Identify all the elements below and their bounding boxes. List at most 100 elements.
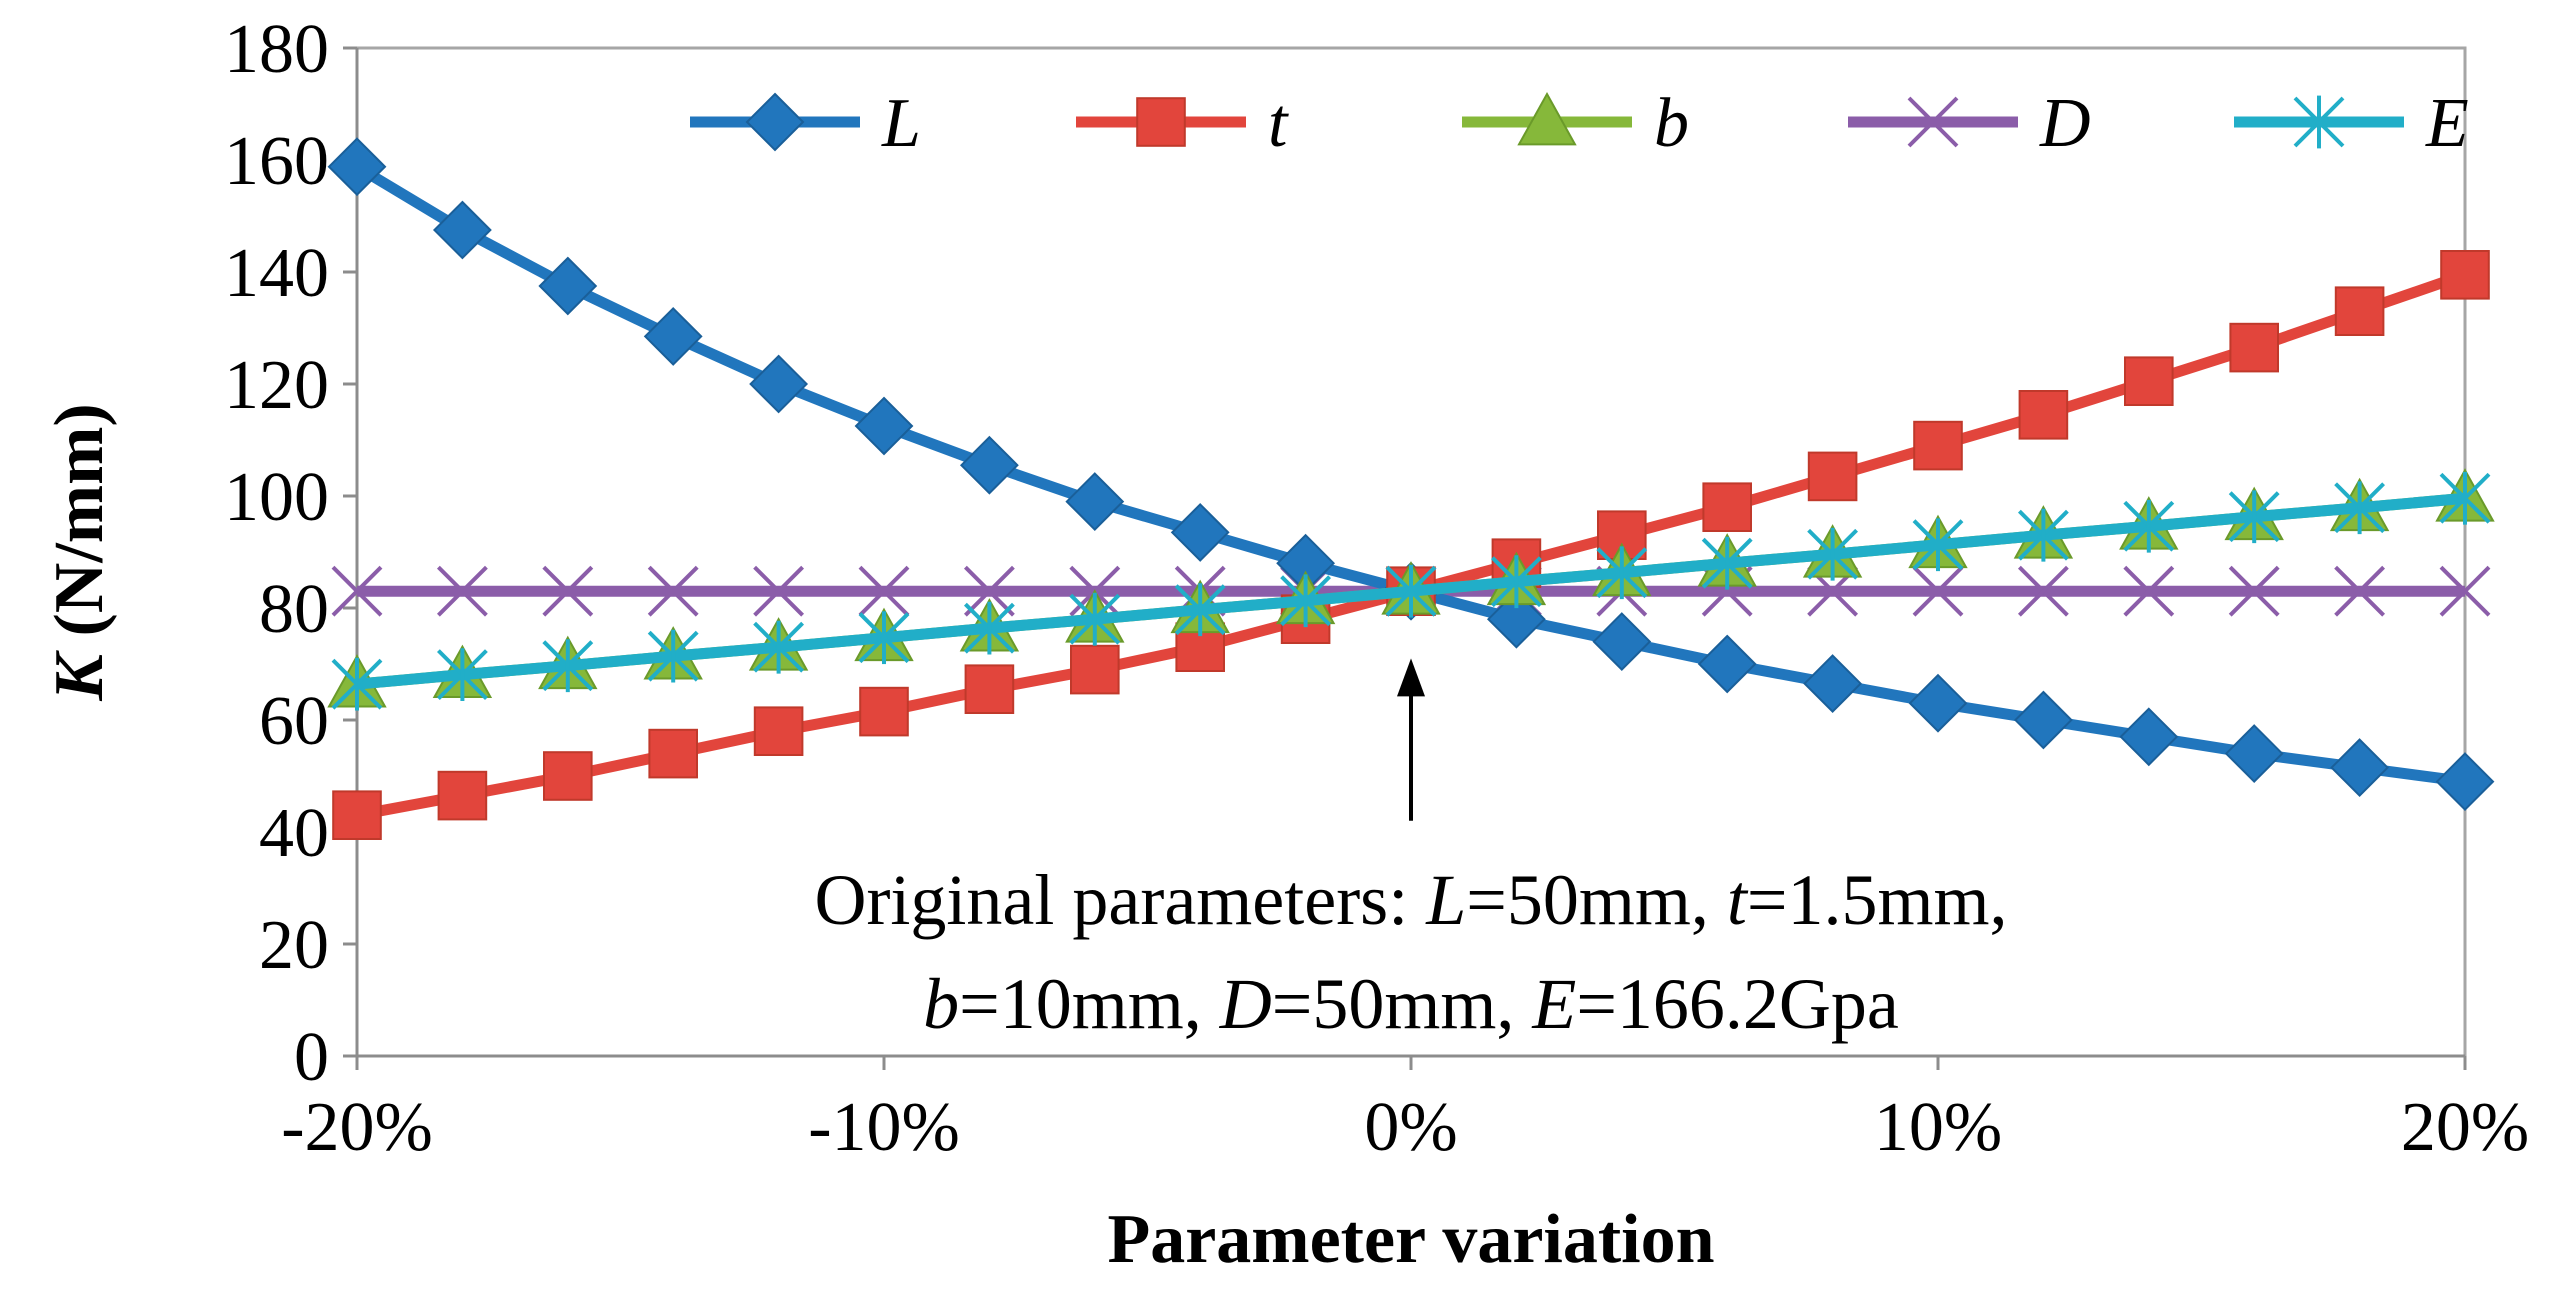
y-tick-label: 40 <box>259 795 329 872</box>
data-point-diamond <box>327 137 387 197</box>
y-axis-title: K (N/mm) <box>41 403 118 701</box>
data-point-asterisk <box>1069 592 1121 646</box>
y-axis-title-unit: (N/mm) <box>41 403 118 654</box>
data-point-diamond <box>1803 654 1863 714</box>
data-point-asterisk <box>1280 574 1332 628</box>
annotation-L-symbol: L <box>1425 860 1466 940</box>
series-layer <box>327 137 2495 841</box>
data-point-asterisk <box>858 611 910 665</box>
data-point-square <box>2018 390 2069 440</box>
data-point-diamond <box>749 354 809 414</box>
legend-label: b <box>1654 85 1689 162</box>
data-point-square <box>1136 97 1186 147</box>
data-point-x <box>2228 565 2280 617</box>
data-point-x <box>436 565 488 617</box>
annotation-E-value: =166.2Gpa <box>1576 964 1899 1044</box>
data-point-x <box>963 565 1015 617</box>
data-point-square <box>859 686 909 737</box>
data-point-asterisk <box>1490 555 1542 609</box>
x-tick-label: -20% <box>281 1089 433 1166</box>
data-point-diamond <box>2224 724 2284 784</box>
data-point-square <box>648 728 699 779</box>
annotation-t-symbol: t <box>1727 860 1749 940</box>
data-point-x <box>2334 565 2386 617</box>
data-point-asterisk <box>2334 481 2386 535</box>
data-point-diamond <box>745 92 805 152</box>
data-point-square <box>2124 356 2174 406</box>
y-tick-label: 140 <box>224 235 329 312</box>
y-tick-label: 20 <box>259 907 329 984</box>
data-point-diamond <box>1065 472 1125 532</box>
data-point-x <box>2439 565 2491 617</box>
legend-label: E <box>2425 85 2469 162</box>
annotation-b-value: =10mm, <box>959 964 1220 1044</box>
y-axis-title-symbol: K <box>41 650 118 702</box>
annotation-prefix: Original parameters: <box>814 860 1426 940</box>
data-point-asterisk <box>2293 95 2345 149</box>
x-tick-label: 0% <box>1364 1089 1457 1166</box>
legend-item-b: b <box>1462 85 1689 162</box>
annotation-b-symbol: b <box>923 964 959 1044</box>
data-point-diamond <box>1592 612 1652 672</box>
data-point-asterisk <box>436 648 488 702</box>
data-point-diamond <box>1697 634 1757 694</box>
data-point-asterisk <box>542 639 594 693</box>
data-point-x <box>647 565 699 617</box>
annotation-E-symbol: E <box>1531 964 1576 1044</box>
data-point-square <box>2334 286 2385 336</box>
data-point-square <box>1807 451 1858 502</box>
legend-label: t <box>1268 85 1289 162</box>
data-point-asterisk <box>2123 499 2175 553</box>
y-ticks: 0 20 40 60 80 100 120 140 160 180 <box>224 11 357 1096</box>
data-point-diamond <box>2435 752 2495 812</box>
data-point-square <box>2440 250 2490 300</box>
legend-item-D: D <box>1848 85 2091 162</box>
legend-item-E: E <box>2234 85 2469 162</box>
x-tick-label: 20% <box>2401 1089 2529 1166</box>
x-tick-label: -10% <box>808 1089 960 1166</box>
y-tick-label: 180 <box>224 11 329 88</box>
data-point-x <box>1907 96 1959 148</box>
data-point-x <box>2017 565 2069 617</box>
annotation-line-2: b=10mm, D=50mm, E=166.2Gpa <box>923 964 1899 1044</box>
data-point-diamond <box>2119 707 2179 767</box>
data-point-asterisk <box>1174 583 1226 637</box>
data-point-asterisk <box>2017 508 2069 562</box>
data-point-x <box>858 565 910 617</box>
data-point-square <box>437 770 488 821</box>
data-point-asterisk <box>647 629 699 683</box>
data-point-triangle <box>1517 91 1577 146</box>
annotation-D-symbol: D <box>1219 964 1272 1044</box>
annotation-D-value: =50mm, <box>1272 964 1533 1044</box>
annotation-line-1: Original parameters: L=50mm, t=1.5mm, <box>814 860 2007 940</box>
data-point-asterisk <box>331 657 383 711</box>
data-point-asterisk <box>1912 518 1964 572</box>
data-point-square <box>753 706 804 757</box>
legend-label: L <box>881 85 921 162</box>
data-point-diamond <box>1486 589 1546 649</box>
data-point-diamond <box>2013 690 2073 750</box>
x-axis-title: Parameter variation <box>1107 1201 1714 1278</box>
y-tick-label: 120 <box>224 347 329 424</box>
data-point-asterisk <box>1596 546 1648 600</box>
y-tick-label: 160 <box>224 123 329 200</box>
data-point-square <box>1070 644 1120 695</box>
data-point-asterisk <box>1701 536 1753 590</box>
annotation-L-value: =50mm, <box>1466 860 1727 940</box>
data-point-diamond <box>854 396 914 456</box>
data-point-square <box>1702 482 1753 532</box>
data-point-diamond <box>643 306 703 366</box>
annotation-arrowhead <box>1397 658 1425 697</box>
series-E <box>331 471 2491 711</box>
annotation-t-value: =1.5mm, <box>1747 860 2008 940</box>
legend-label: D <box>2039 85 2091 162</box>
legend-item-L: L <box>690 85 921 162</box>
data-point-asterisk <box>1807 527 1859 581</box>
data-point-asterisk <box>753 620 805 674</box>
y-tick-label: 80 <box>259 571 329 648</box>
data-point-square <box>964 664 1015 715</box>
x-ticks: -20% -10% 0% 10% 20% <box>281 1056 2529 1166</box>
data-point-diamond <box>959 435 1019 495</box>
data-point-x <box>1912 565 1964 617</box>
